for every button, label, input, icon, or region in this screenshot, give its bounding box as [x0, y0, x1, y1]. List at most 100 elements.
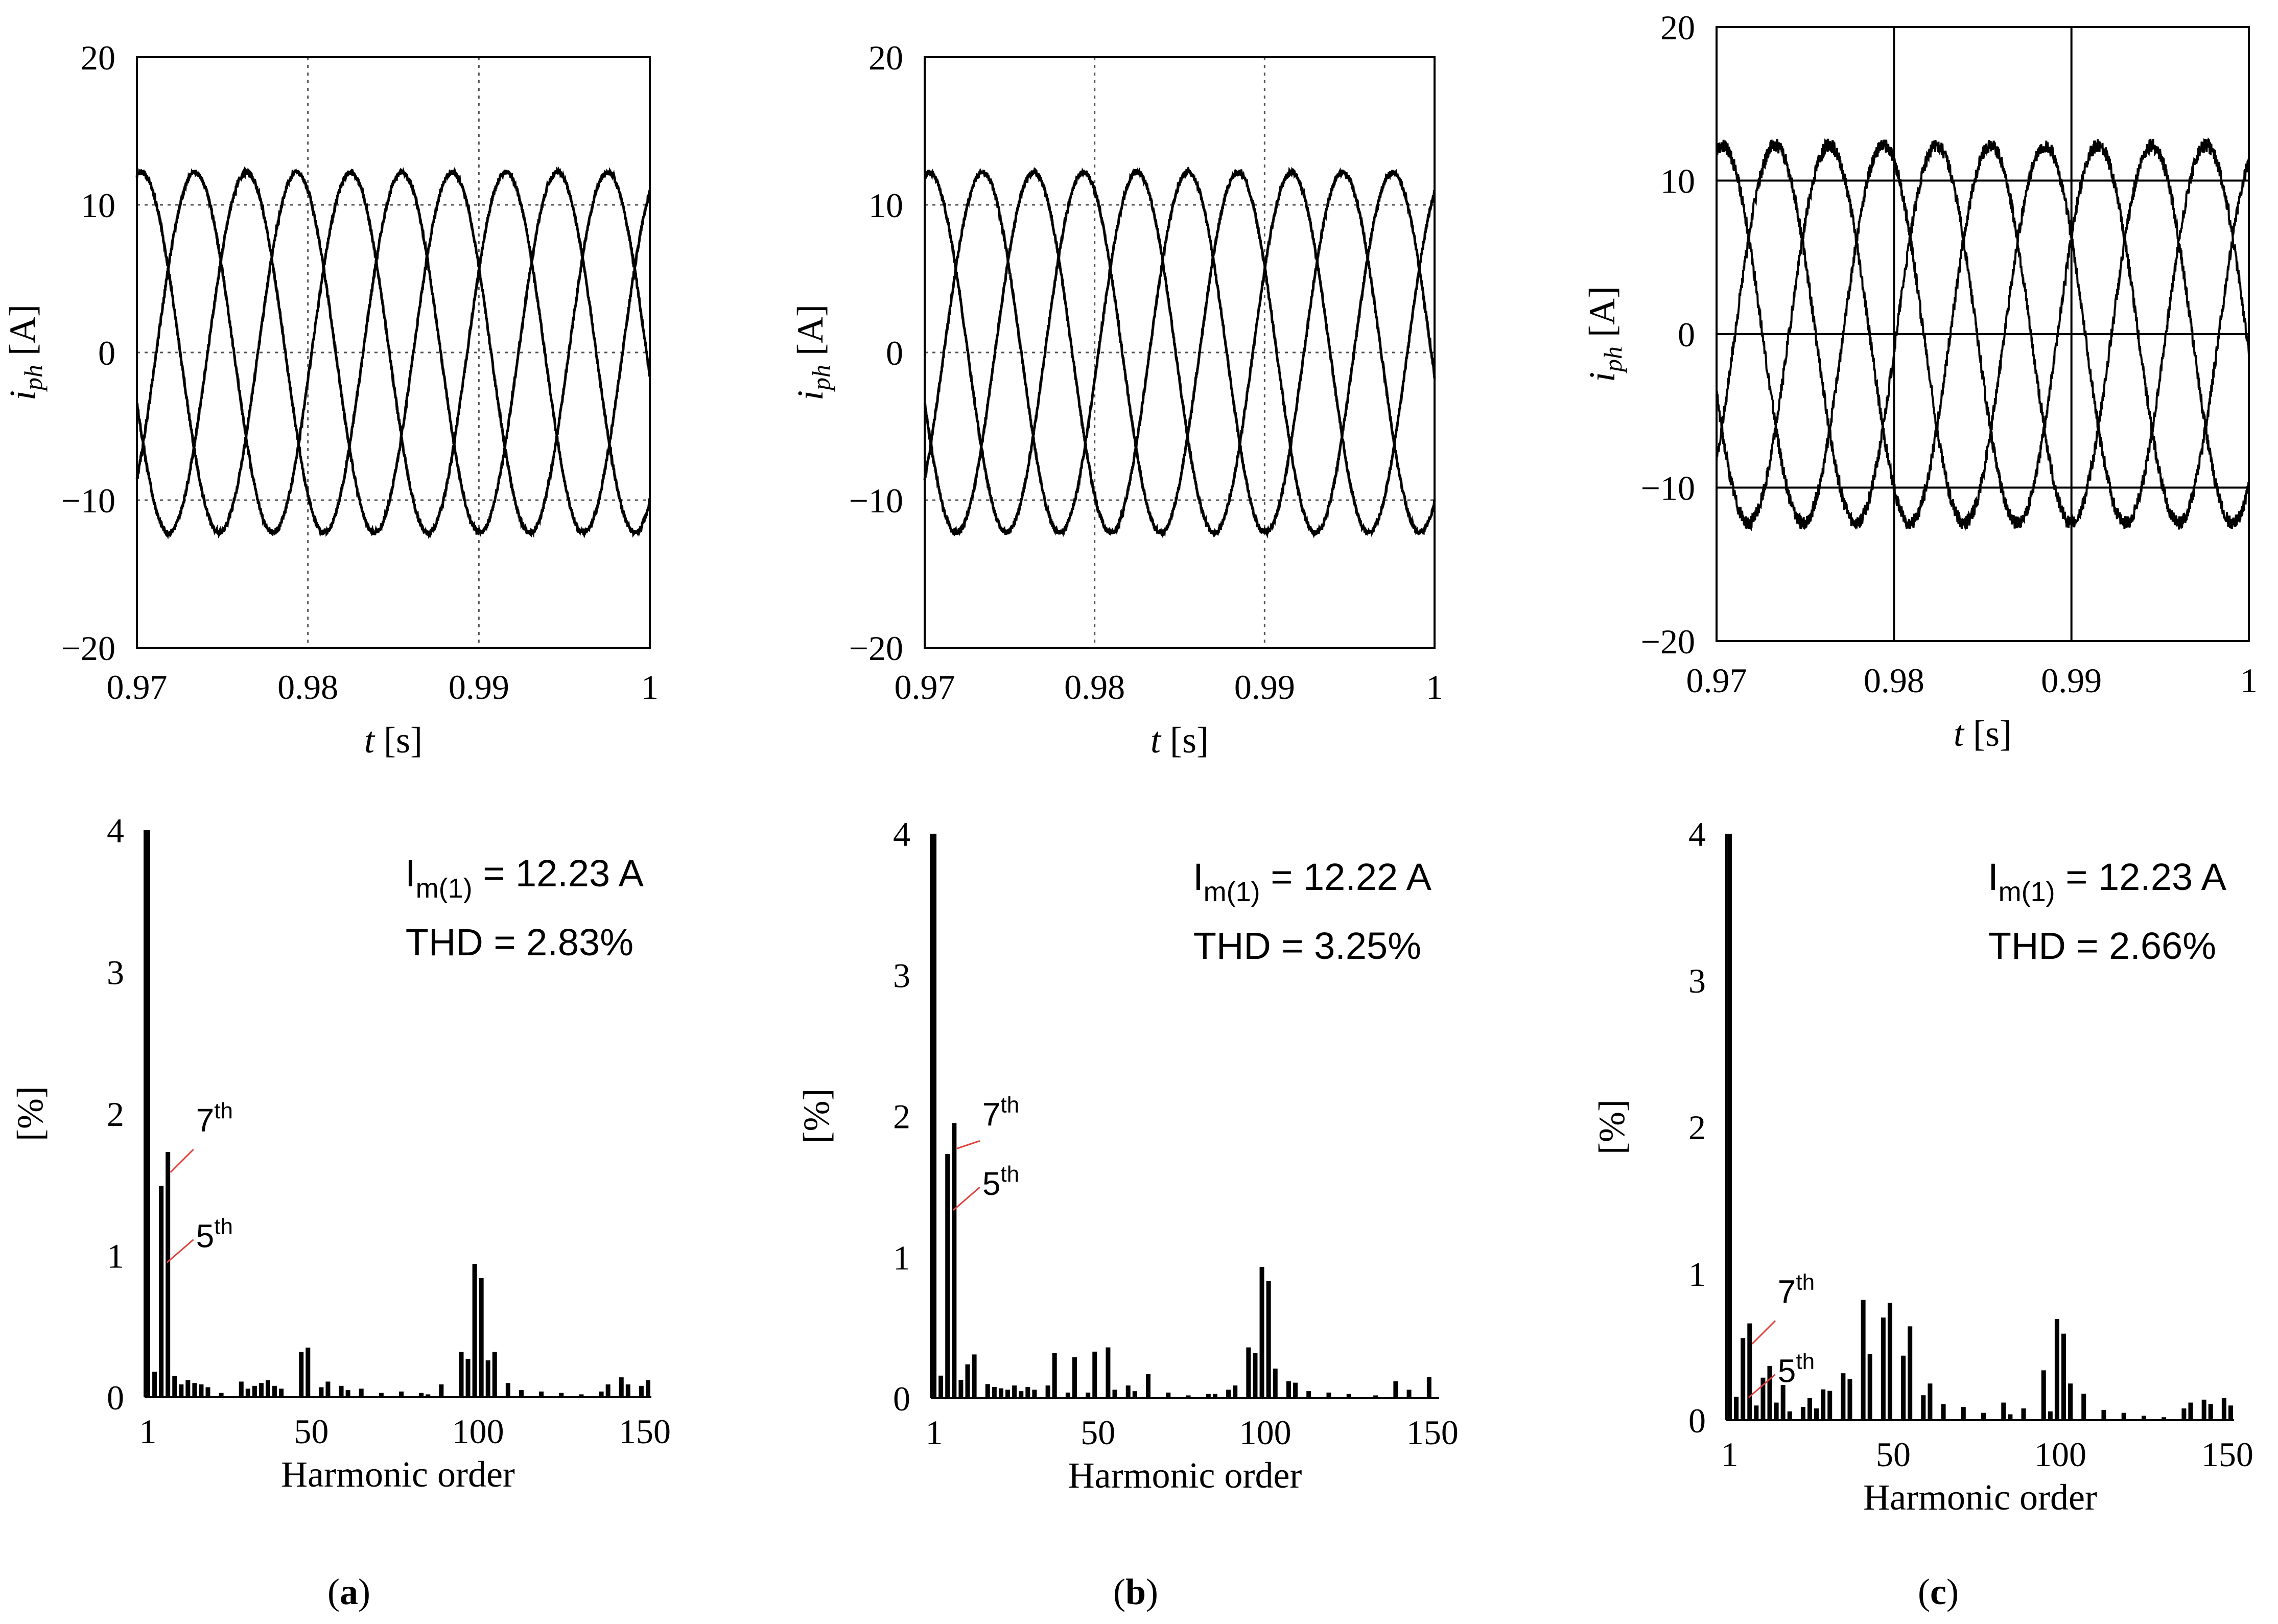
harmonic-bar — [192, 1383, 197, 1397]
harmonic-bar — [1092, 1351, 1097, 1398]
harmonic-bar — [1005, 1390, 1011, 1398]
harmonic-bar — [1887, 1303, 1892, 1420]
y-tick-label: 1 — [893, 1238, 910, 1277]
y-axis-subscript: ph — [807, 365, 835, 392]
y-axis-label: [%] — [10, 1086, 51, 1141]
y-tick-label: 2 — [1688, 1108, 1706, 1147]
harmonic-bar — [938, 1375, 944, 1398]
im-subscript: m(1) — [1204, 877, 1260, 907]
panel-letter: b — [1125, 1571, 1146, 1612]
y-tick-label: −10 — [849, 481, 903, 520]
harmonic-bar — [1112, 1390, 1117, 1398]
fifth-callout-line — [1748, 1374, 1776, 1398]
harmonic-bar — [1767, 1366, 1772, 1420]
im-symbol: I — [1988, 856, 1999, 898]
x-axis-unit: [s] — [1161, 720, 1209, 761]
harmonic-bar — [459, 1352, 464, 1397]
y-axis-unit: [A] — [790, 304, 831, 365]
x-axis-unit: [s] — [1964, 713, 2012, 754]
axes-frame — [136, 56, 651, 649]
harmonic-bar — [379, 1393, 384, 1397]
harmonic-bar — [1760, 1377, 1766, 1420]
harmonic-bar — [2101, 1409, 2106, 1420]
harmonic-bar — [185, 1380, 191, 1397]
harmonic-bar — [319, 1387, 324, 1397]
thd-label: THD = 2.83% — [406, 921, 633, 963]
harmonic-bar — [1734, 1397, 1739, 1420]
paren-open: ( — [327, 1571, 340, 1612]
im-subscript: m(1) — [416, 873, 473, 904]
harmonic-bar — [1346, 1394, 1351, 1398]
harmonic-bar — [472, 1264, 477, 1397]
harmonic-bar — [1072, 1357, 1077, 1398]
fundamental-amplitude-label: Im(1) = 12.23 A — [1988, 856, 2227, 907]
im-value: = 12.22 A — [1260, 856, 1432, 898]
x-tick-label: 50 — [1876, 1435, 1911, 1474]
harmonic-bar — [1800, 1407, 1805, 1420]
harmonic-bar — [1166, 1392, 1171, 1398]
phase-current-line — [135, 167, 651, 539]
y-axis-unit: [A] — [1582, 286, 1623, 346]
paren-open: ( — [1918, 1571, 1930, 1612]
harmonic-bar — [1921, 1395, 1926, 1420]
harmonic-bar — [245, 1388, 250, 1397]
harmonic-bar — [152, 1372, 157, 1397]
harmonic-bar — [1145, 1374, 1150, 1398]
harmonic-bar — [1774, 1402, 1779, 1420]
harmonic-bar — [306, 1347, 311, 1397]
harmonic-bar — [279, 1388, 284, 1397]
panel-letter: c — [1930, 1571, 1946, 1612]
y-axis-label: iph [A] — [790, 304, 835, 401]
y-tick-label: −20 — [1641, 622, 1695, 661]
harmonic-bar — [1727, 834, 1732, 1420]
harmonic-bar — [1012, 1385, 1017, 1398]
x-tick-label: 0.99 — [449, 668, 509, 707]
x-axis-symbol: t — [364, 720, 375, 761]
x-axis-unit: [s] — [374, 720, 422, 761]
x-tick-label: 1 — [1721, 1435, 1739, 1474]
harmonic-bar — [239, 1381, 244, 1397]
seventh-suffix: th — [1796, 1270, 1815, 1295]
harmonic-bar — [1206, 1394, 1211, 1398]
harmonic-bar — [359, 1388, 364, 1397]
harmonic-bar — [958, 1380, 964, 1398]
y-tick-label: 1 — [107, 1237, 124, 1276]
y-tick-label: 0 — [98, 334, 115, 372]
x-tick-label: 100 — [452, 1412, 504, 1451]
harmonic-bar — [1881, 1317, 1886, 1420]
harmonic-bar — [1132, 1391, 1137, 1398]
x-axis-label: Harmonic order — [281, 1454, 515, 1495]
x-tick-label: 50 — [1081, 1413, 1115, 1452]
y-tick-label: 4 — [107, 811, 124, 850]
harmonic-bar — [1867, 1354, 1872, 1420]
y-axis-subscript: ph — [19, 365, 48, 392]
y-axis-label: [%] — [796, 1089, 837, 1144]
harmonic-bar — [159, 1186, 164, 1397]
harmonic-bar — [1246, 1347, 1251, 1398]
y-axis-subscript: ph — [1599, 346, 1627, 373]
y-tick-label: 2 — [893, 1097, 910, 1136]
y-tick-label: 20 — [81, 38, 115, 77]
harmonic-bar — [1821, 1389, 1826, 1420]
time-plot-a: 20 10 0 −10 −200.97 0.98 0.99 1 t [s] iph [A] — [2, 38, 659, 761]
x-tick-label: 150 — [1406, 1413, 1459, 1452]
harmonic-bar — [985, 1384, 990, 1398]
harmonic-bar — [205, 1387, 210, 1397]
fifth-number: 5 — [196, 1218, 215, 1255]
harmonic-bar — [519, 1390, 524, 1397]
y-tick-label: 10 — [1660, 162, 1695, 201]
harmonic-bar — [579, 1394, 584, 1397]
harmonic-bar — [1019, 1391, 1024, 1398]
harmonic-bar — [625, 1384, 630, 1397]
harmonic-bar — [645, 1380, 650, 1397]
harmonic-bar — [1861, 1300, 1866, 1420]
harmonic-bar — [1286, 1381, 1291, 1398]
x-tick-label: 1 — [2240, 661, 2258, 700]
x-axis-label: t [s] — [1954, 713, 2012, 754]
harmonic-bar — [439, 1384, 444, 1397]
harmonic-bar — [1901, 1355, 1906, 1420]
harmonic-bar — [505, 1383, 510, 1397]
